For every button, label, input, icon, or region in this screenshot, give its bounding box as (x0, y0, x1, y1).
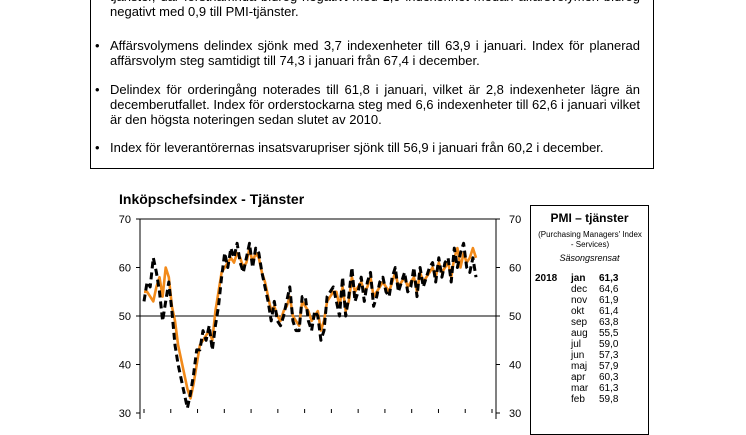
legend-value: 64,6 (599, 284, 619, 295)
legend-value: 63,8 (599, 317, 619, 328)
legend-table: PMI – tjänster (Purchasing Managers' Ind… (530, 205, 649, 435)
legend-row: dec 64,6 (531, 284, 648, 295)
legend-row: jun 57,3 (531, 350, 648, 361)
legend-value: 61,9 (599, 295, 619, 306)
legend-value: 61,3 (599, 273, 619, 284)
legend-row: mar 61,3 (531, 383, 648, 394)
bullet-item: • Delindex för orderingång noterades til… (95, 82, 640, 127)
legend-month: sep (571, 317, 588, 328)
legend-month: dec (571, 284, 588, 295)
legend-row: 2018 jan 61,3 (531, 273, 648, 284)
pmi-services-chart: 30 30 40 40 50 50 60 60 70 70 (119, 214, 521, 419)
bullet-text: tjänster, där förstnämnda bidrog negativ… (110, 0, 640, 19)
legend-row: nov 61,9 (531, 295, 648, 306)
legend-value: 55,5 (599, 328, 619, 339)
legend-month: aug (571, 328, 588, 339)
bullet-text: Affärsvolymens delindex sjönk med 3,7 in… (110, 38, 640, 68)
legend-row: feb 59,8 (531, 394, 648, 405)
y-tick-label-left: 40 (119, 360, 131, 372)
y-tick-label-right: 60 (509, 263, 521, 275)
legend-month: jun (571, 350, 585, 361)
bullet-item: • tjänster, där förstnämnda bidrog negat… (95, 0, 640, 19)
bullet-marker: • (95, 0, 100, 4)
y-tick-label-right: 30 (509, 408, 521, 419)
bullet-item: • Index för leverantörernas insatsvarupr… (95, 140, 640, 155)
legend-year: 2018 (535, 273, 558, 284)
legend-title: PMI – tjänster (550, 211, 629, 225)
bullet-marker: • (95, 140, 100, 155)
bullet-item: • Affärsvolymens delindex sjönk med 3,7 … (95, 38, 640, 68)
bullet-list-box: • tjänster, där förstnämnda bidrog negat… (90, 0, 654, 169)
legend-value: 57,3 (599, 350, 619, 361)
y-tick-label-left: 50 (119, 311, 131, 323)
legend-month: okt (571, 306, 585, 317)
legend-month: jan (571, 273, 586, 284)
legend-value: 60,3 (599, 372, 619, 383)
chart-title: Inköpschefsindex - Tjänster (119, 191, 305, 207)
y-tick-label-left: 70 (119, 214, 131, 226)
bullet-text: Delindex för orderingång noterades till … (110, 82, 640, 127)
legend-row: okt 61,4 (531, 306, 648, 317)
y-tick-label-left: 30 (119, 408, 131, 419)
legend-value: 59,8 (599, 394, 619, 405)
legend-month: apr (571, 372, 586, 383)
bullet-text: Index för leverantörernas insatsvarupris… (110, 140, 604, 155)
legend-value: 59,0 (599, 339, 619, 350)
bullet-marker: • (95, 38, 100, 53)
legend-row: jul 59,0 (531, 339, 648, 350)
legend-month: jul (571, 339, 582, 350)
legend-month: nov (571, 295, 588, 306)
plot-frame (139, 218, 497, 419)
legend-row: maj 57,9 (531, 361, 648, 372)
legend-month: feb (571, 394, 585, 405)
legend-row: sep 63,8 (531, 317, 648, 328)
y-tick-label-right: 40 (509, 360, 521, 372)
legend-row: aug 55,5 (531, 328, 648, 339)
y-tick-label-left: 60 (119, 263, 131, 275)
legend-value: 61,4 (599, 306, 619, 317)
legend-value: 61,3 (599, 383, 619, 394)
legend-row: apr 60,3 (531, 372, 648, 383)
y-tick-label-right: 70 (509, 214, 521, 226)
legend-value: 57,9 (599, 361, 619, 372)
legend-season-note: Säsongsrensat (559, 253, 620, 263)
legend-month: mar (571, 383, 589, 394)
bullet-marker: • (95, 82, 100, 97)
legend-subtitle: (Purchasing Managers' Index - Services) (538, 230, 642, 249)
series-line-black-dashed (142, 241, 478, 410)
y-tick-label-right: 50 (509, 311, 521, 323)
legend-month: maj (571, 361, 588, 372)
